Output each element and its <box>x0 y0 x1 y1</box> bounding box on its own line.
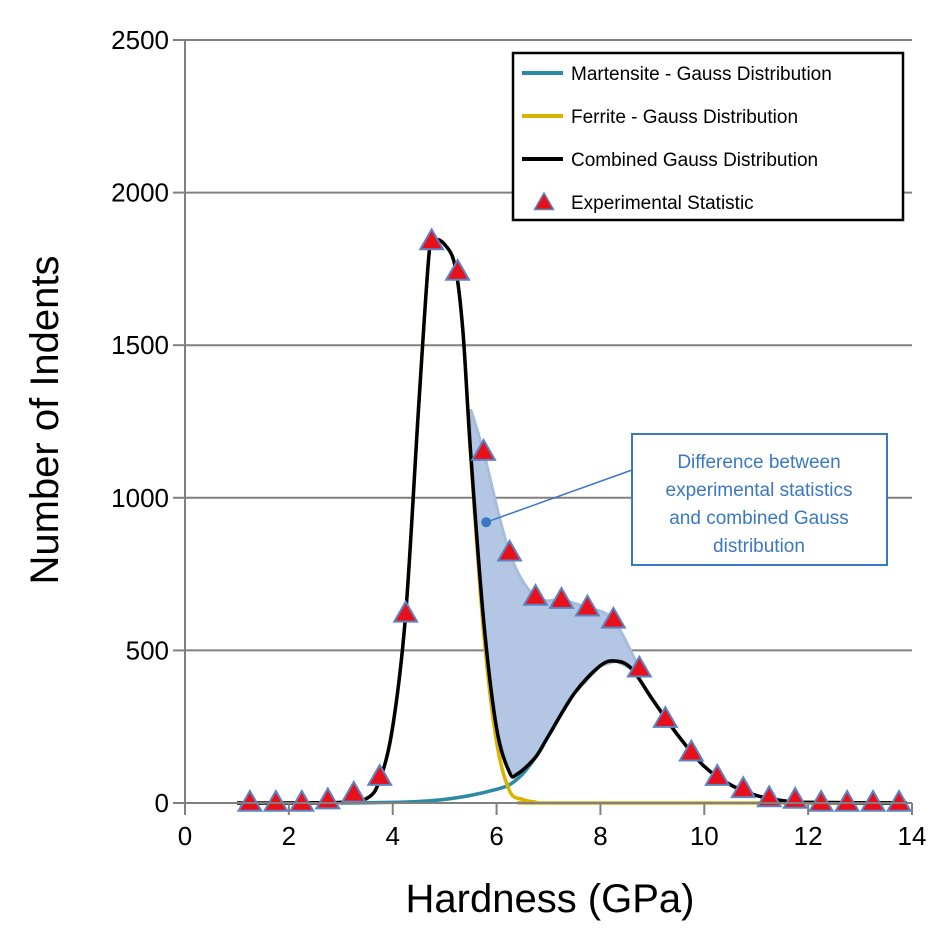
x-tick-label: 4 <box>385 821 399 851</box>
annotation-text: and combined Gauss <box>669 508 849 529</box>
data-point-triangle <box>496 538 523 562</box>
legend-label: Combined Gauss Distribution <box>571 150 818 171</box>
legend: Martensite - Gauss Distribution Ferrite -… <box>511 51 905 222</box>
legend-triangle-swatch <box>533 191 555 211</box>
series-line <box>340 659 907 805</box>
x-tick-label: 6 <box>489 821 503 851</box>
legend-label: Experimental Statistic <box>571 193 754 214</box>
data-point-triangle <box>548 586 575 609</box>
data-point-triangle <box>885 788 913 812</box>
y-axis-label: Number of Indents <box>23 255 67 584</box>
data-point-triangle <box>366 763 393 786</box>
annotation-pointer <box>485 469 633 523</box>
legend-box <box>511 51 905 222</box>
experimental-markers <box>236 227 913 812</box>
annotation-box <box>631 433 888 566</box>
legend-label: Ferrite - Gauss Distribution <box>571 107 798 128</box>
data-point-triangle <box>833 788 861 812</box>
data-point-triangle <box>314 786 341 810</box>
data-point-triangle <box>782 785 809 809</box>
x-tick-label: 0 <box>178 821 192 851</box>
annotation-text: experimental statistics <box>666 480 853 501</box>
data-point-triangle <box>236 788 264 812</box>
x-tick-label: 14 <box>898 821 927 851</box>
y-tick-label: 2000 <box>111 178 169 208</box>
annotation: Difference between experimental statistic… <box>481 433 888 566</box>
y-tick-label: 0 <box>155 788 169 818</box>
x-axis-label: Hardness (GPa) <box>406 877 695 921</box>
data-point-triangle <box>340 779 367 803</box>
data-point-triangle <box>392 599 419 623</box>
data-point-triangle <box>704 763 731 786</box>
annotation-text: Difference between <box>677 452 840 473</box>
data-point-triangle <box>574 593 601 617</box>
x-tick-label: 12 <box>794 821 823 851</box>
annotation-text: distribution <box>713 536 805 557</box>
x-tick-label: 2 <box>282 821 296 851</box>
y-tick-label: 500 <box>126 635 169 665</box>
data-point-triangle <box>652 705 679 728</box>
data-point-triangle <box>730 775 757 799</box>
axes: 0 500 1000 1500 2000 2500 0 2 4 6 8 10 12 14 <box>111 25 926 851</box>
annotation-dot <box>481 517 492 528</box>
x-tick-label: 10 <box>690 821 719 851</box>
data-point-triangle <box>444 257 471 281</box>
x-tick-label: 8 <box>593 821 607 851</box>
data-point-triangle <box>600 605 627 629</box>
y-tick-label: 1500 <box>111 330 169 360</box>
data-point-triangle <box>262 788 290 812</box>
data-point-triangle <box>418 227 445 251</box>
data-point-triangle <box>678 738 705 762</box>
legend-label: Martensite - Gauss Distribution <box>571 64 832 85</box>
data-point-triangle <box>470 438 497 461</box>
data-point-triangle <box>522 582 549 606</box>
y-tick-label: 2500 <box>111 25 169 55</box>
data-point-triangle <box>807 788 835 812</box>
data-point-triangle <box>288 788 315 812</box>
data-point-triangle <box>756 784 783 808</box>
data-point-triangle <box>626 654 653 678</box>
data-point-triangle <box>859 788 887 812</box>
y-tick-label: 1000 <box>111 483 169 513</box>
